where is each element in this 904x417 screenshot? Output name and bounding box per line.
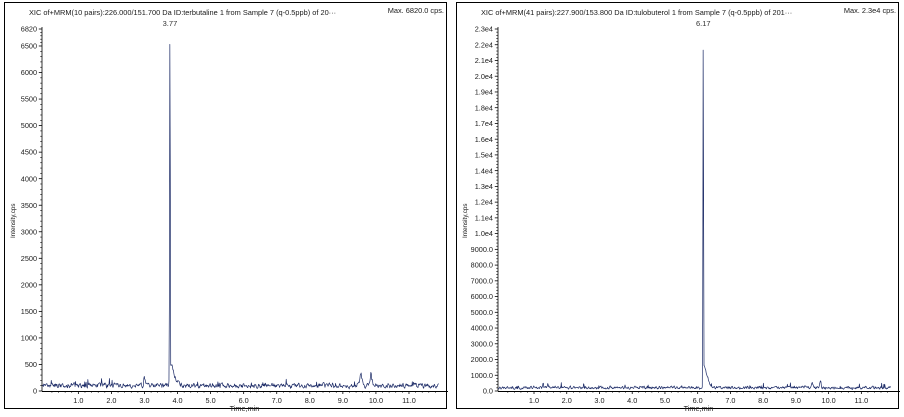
svg-text:1.3e4: 1.3e4 bbox=[475, 182, 493, 191]
svg-text:10.0: 10.0 bbox=[369, 396, 383, 405]
svg-text:0.0: 0.0 bbox=[483, 387, 493, 396]
svg-text:4500: 4500 bbox=[21, 148, 37, 157]
svg-text:5000: 5000 bbox=[21, 121, 37, 130]
svg-text:0: 0 bbox=[33, 387, 37, 396]
svg-text:6000: 6000 bbox=[21, 68, 37, 77]
svg-text:Time,min: Time,min bbox=[684, 404, 714, 413]
svg-text:1.0: 1.0 bbox=[73, 396, 83, 405]
svg-text:11.0: 11.0 bbox=[402, 396, 416, 405]
svg-text:2.0: 2.0 bbox=[106, 396, 116, 405]
svg-text:4.0: 4.0 bbox=[627, 396, 637, 405]
svg-text:5000.0: 5000.0 bbox=[471, 308, 493, 317]
svg-text:10.0: 10.0 bbox=[822, 396, 836, 405]
svg-text:11.0: 11.0 bbox=[855, 396, 869, 405]
svg-text:3.0: 3.0 bbox=[594, 396, 604, 405]
svg-text:5.0: 5.0 bbox=[206, 396, 216, 405]
svg-text:2000: 2000 bbox=[21, 280, 37, 289]
svg-text:5500: 5500 bbox=[21, 95, 37, 104]
svg-text:8.0: 8.0 bbox=[758, 396, 768, 405]
svg-text:2.0: 2.0 bbox=[562, 396, 572, 405]
svg-text:1.2e4: 1.2e4 bbox=[475, 198, 493, 207]
svg-text:1.7e4: 1.7e4 bbox=[475, 119, 493, 128]
svg-text:1.0: 1.0 bbox=[529, 396, 539, 405]
svg-text:500: 500 bbox=[25, 360, 37, 369]
svg-text:1.0e4: 1.0e4 bbox=[475, 229, 493, 238]
svg-text:6500: 6500 bbox=[21, 42, 37, 51]
svg-text:1.4e4: 1.4e4 bbox=[475, 166, 493, 175]
svg-text:7.0: 7.0 bbox=[725, 396, 735, 405]
svg-text:9.0: 9.0 bbox=[791, 396, 801, 405]
svg-text:2.0e4: 2.0e4 bbox=[475, 72, 493, 81]
svg-text:2.2e4: 2.2e4 bbox=[475, 40, 493, 49]
svg-text:8000.0: 8000.0 bbox=[471, 261, 493, 270]
svg-text:8.0: 8.0 bbox=[305, 396, 315, 405]
svg-text:4000: 4000 bbox=[21, 174, 37, 183]
svg-text:1.6e4: 1.6e4 bbox=[475, 135, 493, 144]
svg-text:6820: 6820 bbox=[21, 25, 37, 34]
svg-text:3000.0: 3000.0 bbox=[471, 339, 493, 348]
svg-text:9000.0: 9000.0 bbox=[471, 245, 493, 254]
svg-text:2.3e4: 2.3e4 bbox=[475, 25, 493, 34]
svg-text:1.8e4: 1.8e4 bbox=[475, 103, 493, 112]
svg-text:3.0: 3.0 bbox=[139, 396, 149, 405]
svg-text:4.0: 4.0 bbox=[172, 396, 182, 405]
svg-text:1.5e4: 1.5e4 bbox=[475, 151, 493, 160]
svg-text:3.77: 3.77 bbox=[163, 19, 178, 28]
svg-text:1.1e4: 1.1e4 bbox=[475, 213, 493, 222]
svg-text:6.17: 6.17 bbox=[696, 19, 711, 28]
svg-text:2.1e4: 2.1e4 bbox=[475, 56, 493, 65]
svg-text:3000: 3000 bbox=[21, 227, 37, 236]
svg-text:2500: 2500 bbox=[21, 254, 37, 263]
svg-text:7000.0: 7000.0 bbox=[471, 276, 493, 285]
svg-text:5.0: 5.0 bbox=[660, 396, 670, 405]
svg-text:4000.0: 4000.0 bbox=[471, 324, 493, 333]
svg-text:3500: 3500 bbox=[21, 201, 37, 210]
svg-text:Time,min: Time,min bbox=[230, 404, 260, 413]
svg-text:6000.0: 6000.0 bbox=[471, 292, 493, 301]
svg-text:7.0: 7.0 bbox=[272, 396, 282, 405]
svg-text:1500: 1500 bbox=[21, 307, 37, 316]
svg-text:1000: 1000 bbox=[21, 334, 37, 343]
svg-text:9.0: 9.0 bbox=[338, 396, 348, 405]
svg-text:2000.0: 2000.0 bbox=[471, 355, 493, 364]
svg-text:1.9e4: 1.9e4 bbox=[475, 88, 493, 97]
svg-text:1000.0: 1000.0 bbox=[471, 371, 493, 380]
